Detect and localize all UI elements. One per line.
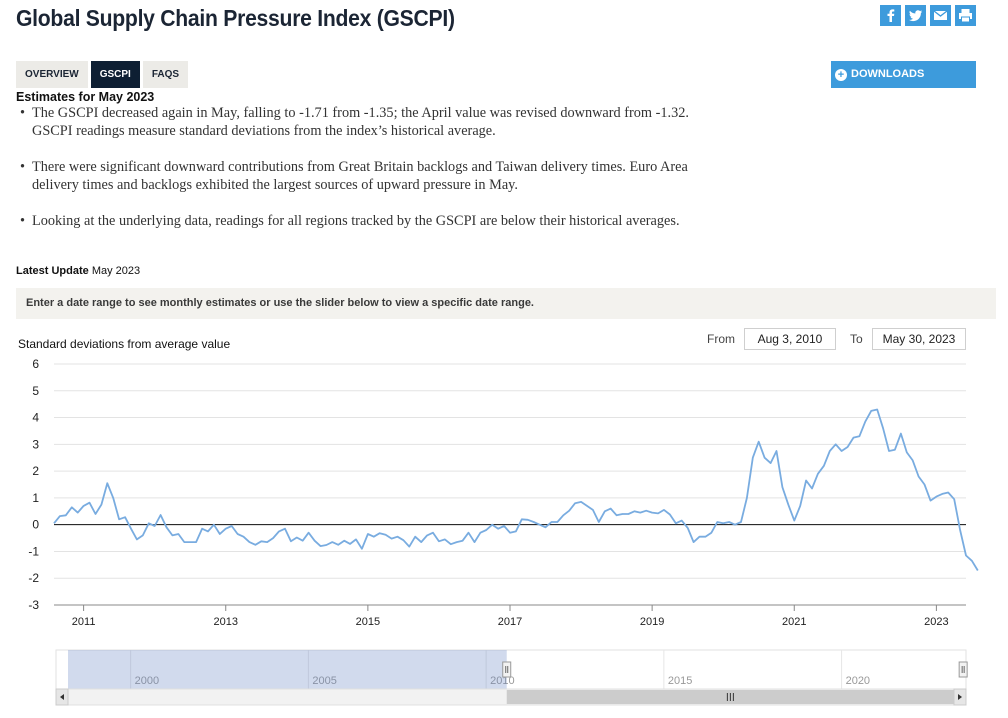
list-item: Looking at the underlying data, readings… — [16, 212, 716, 230]
y-tick-label: -2 — [28, 571, 39, 585]
navigator-mask — [68, 650, 507, 689]
page-title: Global Supply Chain Pressure Index (GSCP… — [16, 5, 455, 31]
print-icon — [959, 9, 972, 23]
handle-body — [958, 661, 968, 678]
x-tick-label: 2013 — [213, 616, 237, 628]
scroll-right-button[interactable] — [953, 688, 967, 706]
from-label: From — [707, 332, 735, 346]
series-line — [53, 408, 979, 571]
navigator-label: 2015 — [668, 675, 692, 687]
y-tick-label: 3 — [32, 437, 39, 451]
navigator-label: 2010 — [490, 675, 514, 687]
y-tick-label: 4 — [32, 411, 39, 425]
print-button[interactable] — [955, 5, 976, 26]
to-label: To — [850, 332, 863, 346]
email-icon — [933, 10, 948, 20]
date-range-instructions: Enter a date range to see monthly estima… — [16, 288, 996, 319]
x-tick-label: 2017 — [498, 616, 522, 628]
x-tick-label: 2015 — [356, 616, 380, 628]
latest-update-label: Latest Update — [16, 265, 89, 277]
y-tick-label: -1 — [28, 544, 39, 558]
navigator-label: 2005 — [312, 675, 336, 687]
chevron-right-icon — [958, 694, 962, 700]
downloads-button[interactable]: + DOWNLOADS — [831, 61, 976, 88]
email-share-button[interactable] — [930, 5, 951, 26]
plus-circle-icon: + — [835, 68, 847, 81]
navigator-handle[interactable] — [502, 661, 512, 678]
gscpi-chart: 6 5 4 3 2 1 0 -1 -2 -3 2011 2013 2015 2017 2019 2021 202… — [28, 357, 979, 706]
y-tick-label: 6 — [32, 357, 39, 371]
handle-body — [502, 661, 512, 678]
x-tick-label: 2023 — [924, 616, 948, 628]
y-tick-label: 1 — [32, 491, 39, 505]
x-tick-label: 2011 — [72, 616, 96, 628]
latest-update: Latest Update May 2023 — [16, 265, 140, 277]
from-date-input[interactable] — [744, 328, 836, 350]
y-tick-label: 0 — [32, 518, 39, 532]
tab-overview[interactable]: OVERVIEW — [16, 61, 88, 88]
facebook-share-button[interactable] — [880, 5, 901, 26]
chevron-left-icon — [60, 694, 64, 700]
y-tick-label: -3 — [28, 598, 39, 612]
tab-bar: OVERVIEW GSCPI FAQS — [16, 61, 189, 88]
estimates-heading: Estimates for May 2023 — [16, 90, 155, 104]
navigator-label: 2000 — [135, 675, 159, 687]
estimates-list: The GSCPI decreased again in May, fallin… — [16, 104, 716, 248]
y-tick-label: 5 — [32, 384, 39, 398]
scroll-left-button[interactable] — [55, 688, 69, 706]
x-tick-label: 2021 — [782, 616, 806, 628]
tab-gscpi[interactable]: GSCPI — [90, 61, 140, 88]
twitter-icon — [909, 10, 922, 22]
tab-faqs[interactable]: FAQS — [142, 61, 189, 88]
x-tick-label: 2019 — [640, 616, 664, 628]
downloads-label: DOWNLOADS — [851, 68, 925, 80]
to-date-input[interactable] — [872, 328, 966, 350]
y-tick-label: 2 — [32, 464, 39, 478]
facebook-icon — [887, 9, 895, 22]
navigator-handle[interactable] — [958, 661, 968, 678]
list-item: There were significant downward contribu… — [16, 158, 716, 194]
latest-update-value: May 2023 — [91, 265, 141, 277]
navigator-label: 2020 — [846, 675, 870, 687]
twitter-share-button[interactable] — [905, 5, 926, 26]
list-item: The GSCPI decreased again in May, fallin… — [16, 104, 716, 140]
y-axis-label: Standard deviations from average value — [18, 337, 231, 351]
